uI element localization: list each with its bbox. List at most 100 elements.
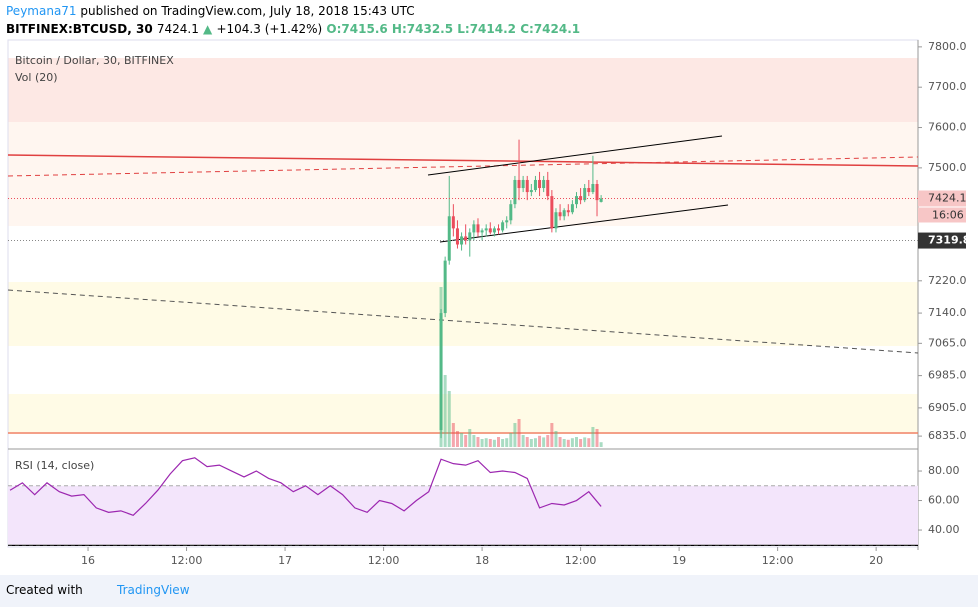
candle-body — [521, 179, 525, 189]
x-tick-label: 20 — [869, 554, 883, 567]
volume-bar — [558, 437, 562, 447]
volume-bar — [583, 437, 587, 447]
x-tick-label: 17 — [278, 554, 292, 567]
candle-body — [447, 216, 451, 261]
volume-bar — [497, 437, 501, 447]
volume-bar — [513, 423, 517, 447]
candle-body — [455, 228, 459, 245]
candle-body — [439, 313, 443, 431]
volume-bar — [525, 437, 529, 447]
candle-body — [574, 196, 578, 205]
candle-body — [488, 228, 492, 233]
y-tick-label: 7220.0 — [928, 274, 967, 287]
volume-bar — [472, 435, 476, 447]
candle-body — [538, 179, 542, 189]
volume-bar — [591, 427, 595, 447]
countdown: 16:06 — [932, 208, 964, 221]
candle-body — [529, 190, 533, 193]
symbol: BITFINEX:BTCUSD, 30 — [6, 22, 153, 36]
volume-bar — [562, 439, 566, 447]
volume-title: Vol (20) — [15, 71, 58, 84]
y-tick-label: 7800.0 — [928, 40, 967, 53]
x-tick-label: 16 — [81, 554, 95, 567]
volume-bar — [574, 437, 578, 447]
rsi-band — [8, 485, 918, 545]
y-tick-label: 7600.0 — [928, 121, 967, 134]
x-tick-label: 19 — [672, 554, 686, 567]
x-tick-label: 18 — [475, 554, 489, 567]
volume-bar — [517, 419, 521, 447]
rsi-tick-label: 40.00 — [928, 523, 960, 536]
symbol-row: BITFINEX:BTCUSD, 30 7424.1 ▲ +104.3 (+1.… — [6, 22, 581, 36]
y-tick-label: 7140.0 — [928, 306, 967, 319]
candle-body — [583, 188, 587, 201]
volume-bar — [455, 431, 459, 447]
title: Bitcoin / Dollar, 30, BITFINEX — [15, 54, 174, 67]
volume-bar — [529, 439, 533, 447]
volume-bar — [521, 435, 525, 447]
header: Peymana71 published on TradingView.com, … — [6, 4, 415, 18]
x-tick-label: 12:00 — [171, 554, 203, 567]
candle-body — [509, 204, 513, 221]
volume-bar — [492, 439, 496, 447]
brand[interactable]: TradingView — [117, 583, 190, 597]
price-label: 7319.8 — [928, 234, 970, 247]
volume-bar — [566, 439, 570, 447]
volume-bar — [570, 438, 574, 447]
candle-body — [472, 224, 476, 233]
publisher[interactable]: Peymana71 — [6, 4, 77, 18]
candle-body — [464, 236, 468, 241]
candle-body — [451, 216, 455, 229]
volume-bar — [464, 435, 468, 447]
volume-bar — [447, 391, 451, 447]
candle-body — [599, 198, 603, 202]
y-tick-label: 6905.0 — [928, 401, 967, 414]
candle-body — [501, 222, 505, 231]
volume-bar — [480, 439, 484, 447]
candle-body — [484, 228, 488, 231]
volume-bar — [509, 433, 513, 447]
volume-bar — [488, 439, 492, 447]
candle-body — [591, 184, 595, 193]
x-tick-label: 12:00 — [762, 554, 794, 567]
volume-bar — [599, 442, 603, 447]
volume-bar — [451, 423, 455, 447]
rsi-tick-label: 80.00 — [928, 464, 960, 477]
volume-bar — [460, 433, 464, 447]
volume-bar — [550, 423, 554, 447]
countdown-box — [918, 207, 966, 223]
volume-bar — [443, 375, 447, 447]
candle-body — [587, 188, 591, 193]
candle-body — [558, 212, 562, 217]
candle-body — [492, 228, 496, 233]
candle-body — [566, 210, 570, 213]
y-tick-label: 7700.0 — [928, 80, 967, 93]
y-tick-label: 7065.0 — [928, 336, 967, 349]
candle-body — [550, 196, 554, 229]
y-tick-label: 6985.0 — [928, 369, 967, 382]
ohlc: C:7424.1 — [520, 22, 581, 36]
volume-bar — [533, 438, 537, 447]
candle-body — [579, 196, 583, 201]
candle-body — [443, 260, 447, 314]
created: Created with — [6, 583, 83, 597]
volume-bar — [538, 435, 542, 447]
candle-body — [546, 179, 550, 197]
volume-bar — [587, 438, 591, 447]
volume-bar — [595, 429, 599, 447]
candle-body — [476, 224, 480, 233]
candle-body — [480, 230, 484, 233]
candle-body — [554, 212, 558, 229]
candle-body — [533, 179, 537, 191]
volume-bar — [501, 439, 505, 447]
ohlc: H:7432.5 — [391, 22, 454, 36]
price-box — [918, 232, 966, 249]
y-tick-label: 6835.0 — [928, 429, 967, 442]
rsi-tick-label: 60.00 — [928, 494, 960, 507]
volume-bar — [468, 429, 472, 447]
footer: Created with TradingView — [0, 575, 978, 607]
rsi-line — [9, 457, 602, 516]
last: 7424.1 — [156, 22, 199, 36]
chart: Bitcoin / Dollar, 30, BITFINEX Vol (20) … — [7, 39, 970, 567]
